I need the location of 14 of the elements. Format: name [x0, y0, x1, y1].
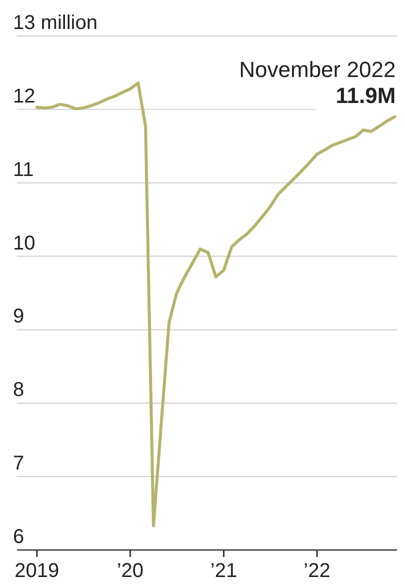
x-tick-label: ’21	[210, 560, 238, 582]
x-tick-label: 2019	[14, 560, 60, 582]
y-tick-label: 11	[13, 158, 34, 181]
y-tick-label: 7	[13, 452, 24, 475]
x-tick-label: ’22	[304, 560, 330, 582]
y-tick-label: 12	[13, 85, 36, 108]
y-tick-label: 9	[13, 306, 24, 328]
y-tick-label: 13 million	[13, 12, 98, 34]
annotation: November 2022	[239, 56, 396, 82]
y-tick-label: 8	[13, 379, 24, 402]
x-tick-label: ’20	[116, 560, 144, 582]
annotation: 11.9M	[336, 82, 396, 108]
y-tick-label: 6	[13, 526, 24, 548]
y-tick-label: 10	[13, 232, 36, 254]
